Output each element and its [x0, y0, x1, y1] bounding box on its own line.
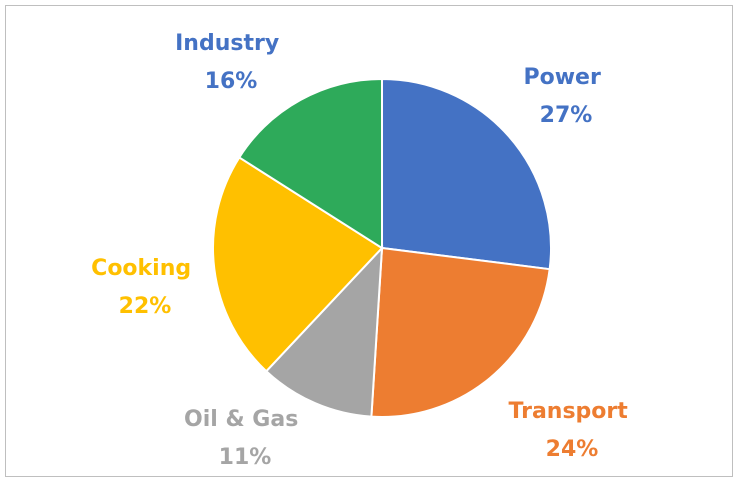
- slice-label-cooking-name: Cooking: [91, 256, 191, 281]
- pie-slice-industry: [237, 77, 383, 250]
- pie-slice-oil-gas: [264, 245, 384, 418]
- slice-label-oil-gas-percent: 11%: [219, 445, 272, 470]
- slice-label-transport-name: Transport: [509, 399, 629, 424]
- slice-label-transport-percent: 24%: [546, 437, 599, 462]
- slice-label-industry-name: Industry: [175, 31, 279, 56]
- slice-label-power-name: Power: [523, 65, 600, 90]
- slice-label-power: Power 27%: [523, 65, 608, 128]
- slice-label-cooking-percent: 22%: [119, 294, 172, 319]
- slice-label-cooking: Cooking 22%: [91, 256, 199, 319]
- slice-label-industry: Industry 16%: [175, 31, 287, 94]
- pie-slice-cooking: [212, 156, 384, 373]
- pie-labels: Power 27% Transport 24% Oil & Gas 11% Co…: [91, 31, 636, 470]
- pie-slice-transport: [370, 246, 551, 419]
- pie-slice-power: [381, 77, 552, 271]
- slice-label-oil-gas: Oil & Gas 11%: [184, 407, 306, 470]
- slice-label-transport: Transport 24%: [509, 399, 636, 462]
- slice-label-industry-percent: 16%: [205, 69, 258, 94]
- slice-label-power-percent: 27%: [540, 103, 593, 128]
- slice-label-oil-gas-name: Oil & Gas: [184, 407, 298, 432]
- pie-slices: [212, 77, 552, 419]
